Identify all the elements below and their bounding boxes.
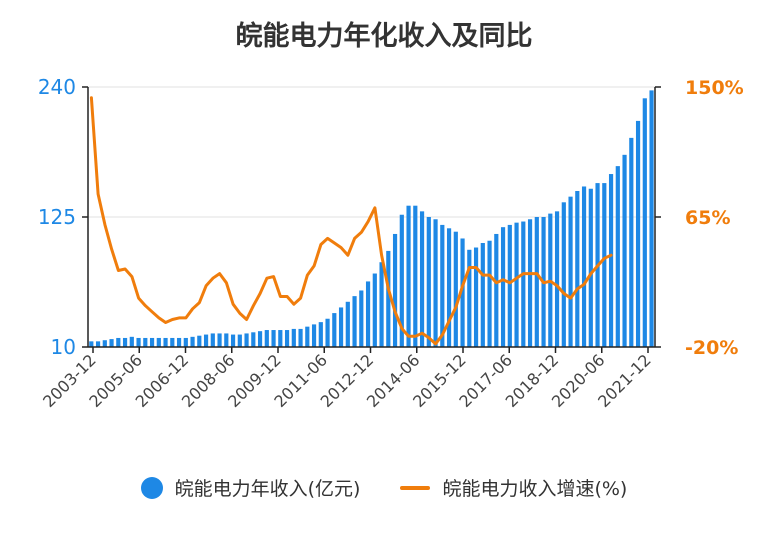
revenue-bar: [379, 262, 384, 347]
revenue-bar: [433, 219, 438, 347]
chart-title: 皖能电力年化收入及同比: [235, 21, 533, 52]
revenue-bar: [116, 337, 121, 347]
revenue-bar: [210, 333, 215, 347]
revenue-bar: [318, 322, 323, 347]
revenue-bar: [217, 333, 222, 347]
revenue-bar: [372, 273, 377, 347]
revenue-bar: [359, 290, 364, 347]
legend-label-revenue: 皖能电力年收入(亿元): [174, 478, 361, 500]
revenue-bar: [203, 334, 209, 347]
revenue-bar: [419, 211, 425, 347]
revenue-bar: [230, 334, 236, 347]
revenue-bar: [251, 332, 256, 347]
revenue-bar: [129, 336, 134, 347]
revenue-bar: [615, 166, 620, 347]
revenue-bar: [413, 205, 418, 347]
revenue-bar: [406, 205, 411, 347]
left-tick-label: 10: [51, 335, 76, 359]
revenue-bar: [284, 330, 290, 347]
legend-bar-swatch: [140, 476, 163, 499]
revenue-bar: [622, 154, 627, 347]
revenue-bar: [514, 222, 519, 347]
revenue-bar: [95, 341, 101, 347]
revenue-bar: [338, 307, 344, 347]
revenue-bar: [386, 250, 391, 347]
revenue-bar: [507, 224, 512, 347]
legend: 皖能电力年收入(亿元) 皖能电力收入增速(%): [0, 474, 768, 501]
revenue-bar: [176, 337, 182, 347]
revenue-bar: [122, 337, 128, 347]
revenue-bar: [345, 301, 350, 347]
revenue-bar: [602, 183, 607, 347]
revenue-bar: [480, 243, 485, 347]
legend-item-revenue[interactable]: 皖能电力年收入(亿元): [140, 474, 361, 501]
revenue-bar: [487, 240, 492, 347]
revenue-bar: [190, 336, 195, 347]
right-tick-label: 65%: [685, 207, 730, 229]
revenue-bar: [305, 326, 310, 347]
revenue-bar: [608, 174, 614, 347]
revenue-bar: [568, 196, 573, 347]
revenue-bar: [446, 228, 452, 347]
revenue-bar: [500, 227, 506, 347]
revenue-bar: [629, 137, 634, 347]
revenue-bar: [109, 339, 114, 347]
revenue-bar: [426, 217, 431, 347]
revenue-bar: [365, 281, 371, 347]
revenue-bar: [197, 335, 202, 347]
revenue-bar: [527, 219, 533, 347]
revenue-bar: [271, 330, 276, 347]
revenue-bar: [649, 90, 654, 348]
chart-svg: 10125240-20%65%150%2003-122005-062006-12…: [38, 75, 744, 411]
revenue-bar: [237, 334, 242, 347]
revenue-bar: [136, 337, 141, 347]
legend-label-growth: 皖能电力收入增速(%): [442, 478, 628, 500]
revenue-bar: [298, 328, 303, 347]
revenue-bar: [554, 211, 560, 347]
legend-item-growth[interactable]: 皖能电力收入增速(%): [400, 474, 627, 501]
legend-line-swatch: [400, 485, 431, 490]
revenue-bar: [89, 341, 94, 347]
revenue-bar: [581, 186, 587, 347]
right-tick-label: 150%: [685, 77, 744, 99]
growth-line: [89, 96, 613, 346]
revenue-bar: [521, 221, 526, 347]
revenue-bar: [156, 337, 161, 347]
revenue-bar: [561, 202, 566, 347]
revenue-bar: [453, 231, 458, 347]
revenue-bar: [143, 337, 148, 347]
revenue-bar: [183, 337, 188, 347]
revenue-bar: [170, 337, 175, 347]
revenue-bar: [635, 120, 641, 347]
revenue-bar: [311, 324, 317, 347]
revenue-bar: [102, 340, 107, 347]
revenue-bar: [352, 296, 357, 347]
revenue-bar: [224, 333, 229, 347]
revenue-bar: [460, 238, 465, 347]
revenue-bar: [642, 98, 647, 347]
revenue-bar: [332, 313, 337, 347]
revenue-bar: [278, 330, 283, 347]
left-tick-label: 240: [38, 75, 76, 99]
revenue-bar: [440, 224, 445, 347]
revenue-bar: [325, 318, 330, 347]
left-tick-label: 125: [38, 205, 76, 229]
revenue-bar: [149, 337, 155, 347]
revenue-bar: [534, 217, 539, 347]
revenue-bar: [291, 328, 296, 347]
revenue-bar: [473, 247, 479, 347]
revenue-bar: [467, 249, 472, 347]
revenue-bar: [257, 331, 263, 347]
right-tick-label: -20%: [685, 337, 738, 359]
revenue-bar: [494, 233, 499, 347]
revenue-bar: [264, 330, 269, 347]
revenue-bar: [244, 333, 249, 347]
revenue-bar: [588, 188, 593, 347]
revenue-bar: [575, 191, 580, 347]
revenue-bar: [163, 337, 168, 347]
revenue-bar: [399, 214, 404, 347]
revenue-bar: [392, 233, 398, 347]
